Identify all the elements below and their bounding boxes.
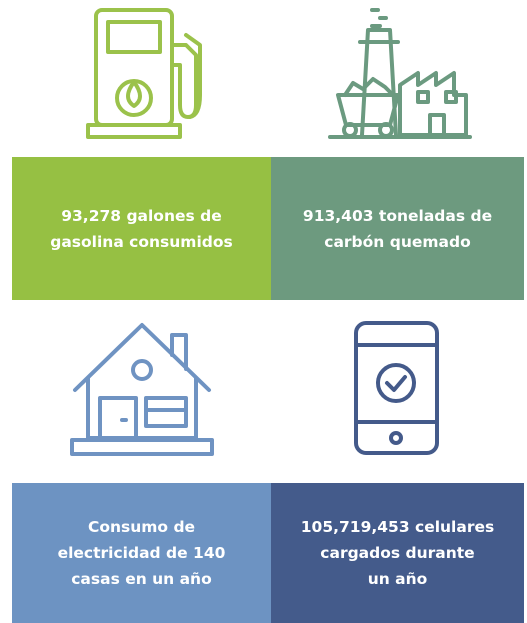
- phone-icon: [354, 321, 439, 455]
- card: 105,719,453 celulares cargados durante un …: [271, 483, 524, 623]
- card-text-line: Consumo de: [87, 518, 196, 536]
- card-text-line: 105,719,453 celulares: [300, 518, 495, 536]
- card-text-line: 913,403 toneladas de: [302, 206, 493, 225]
- house-icon: [70, 323, 214, 456]
- card: 913,403 toneladas de carbón quemado: [271, 157, 524, 300]
- card: 93,278 galones de gasolina consumidos: [12, 157, 271, 300]
- card: Consumo de electricidad de 140 casas en un…: [12, 483, 271, 623]
- card-text-line: un año: [367, 570, 428, 588]
- card-text-line: 93,278 galones de: [61, 206, 222, 225]
- card-text-line: gasolina consumidos: [50, 232, 233, 251]
- card-text-line: casas en un año: [71, 570, 212, 588]
- factory-icon: [328, 8, 472, 139]
- card-text-line: carbón quemado: [324, 232, 471, 251]
- card-text-line: electricidad de 140: [57, 544, 226, 562]
- card-text-line: cargados durante: [320, 544, 475, 562]
- gas-pump-icon: [86, 8, 202, 139]
